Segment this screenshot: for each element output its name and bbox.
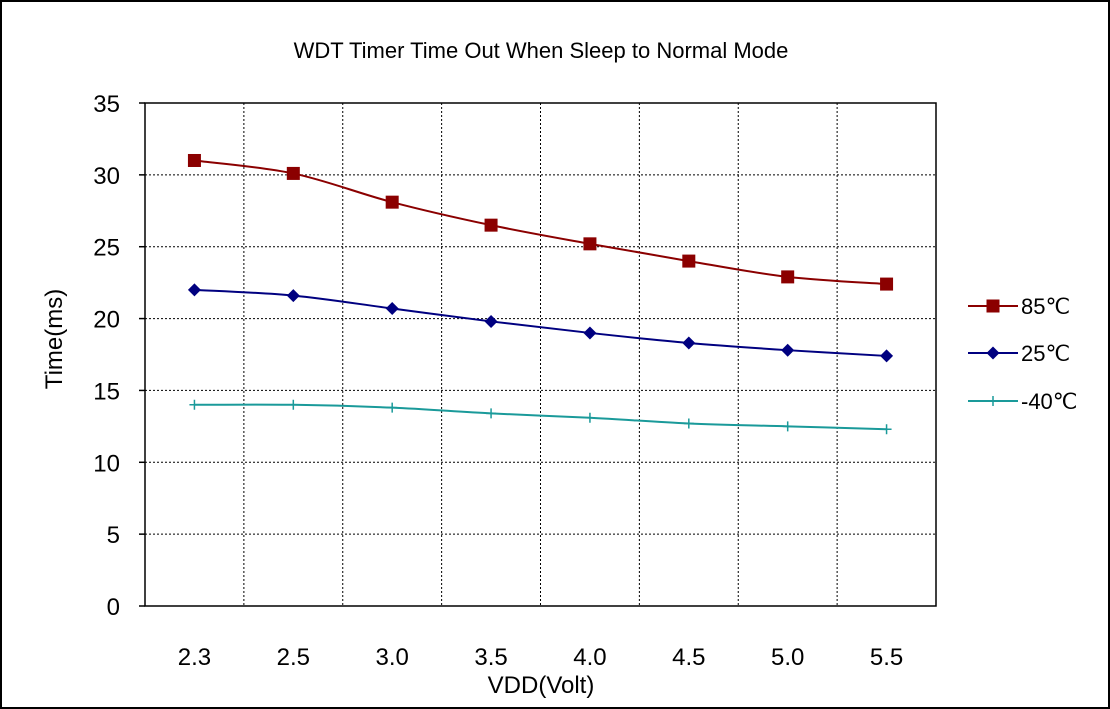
x-tick-labels: 2.3 2.5 3.0 3.5 4.0 4.5 5.0 5.5	[178, 644, 904, 671]
legend-item: 85℃	[968, 294, 1070, 319]
x-tick-label: 3.0	[376, 644, 409, 671]
data-point	[286, 166, 300, 180]
y-tick-label: 15	[93, 378, 120, 405]
data-point	[683, 418, 694, 429]
legend-marker	[986, 346, 1000, 360]
x-tick-label: 3.5	[474, 644, 507, 671]
series-line	[194, 159, 887, 286]
x-tick-label: 5.5	[870, 644, 903, 671]
x-tick-label: 2.3	[178, 644, 211, 671]
data-point	[484, 218, 498, 232]
data-point	[286, 289, 300, 303]
x-axis-label: VDD(Volt)	[488, 672, 595, 699]
plot-area	[144, 102, 937, 607]
legend-item: -40℃	[968, 389, 1078, 414]
x-tick-label: 5.0	[771, 644, 804, 671]
legend-marker	[986, 299, 1000, 313]
y-tick-labels: 0 5 10 15 20 25 30 35	[93, 91, 145, 621]
legend: 85℃ 25℃ -40℃	[968, 294, 1078, 414]
x-tick-label: 4.5	[672, 644, 705, 671]
y-tick-label: 20	[93, 307, 120, 334]
y-axis-label: Time(ms)	[41, 289, 68, 389]
legend-label: 25℃	[1021, 341, 1070, 366]
data-point	[682, 336, 696, 350]
data-point	[781, 343, 795, 357]
legend-item: 25℃	[968, 341, 1070, 366]
series-0	[187, 153, 894, 291]
data-point	[187, 153, 201, 167]
legend-marker	[988, 396, 998, 406]
data-point	[584, 412, 595, 423]
data-point	[387, 402, 398, 413]
chart-title: WDT Timer Time Out When Sleep to Normal …	[294, 38, 789, 63]
y-tick-label: 0	[107, 594, 120, 621]
y-tick-label: 5	[107, 522, 120, 549]
data-point	[880, 277, 894, 291]
series-1	[187, 283, 894, 363]
series-layer	[187, 153, 894, 435]
y-tick-label: 35	[93, 91, 120, 118]
data-point	[486, 408, 497, 419]
data-point	[288, 399, 299, 410]
y-tick-label: 25	[93, 235, 120, 262]
data-point	[881, 424, 892, 435]
y-tick-label: 10	[93, 450, 120, 477]
data-point	[781, 270, 795, 284]
data-point	[583, 326, 597, 340]
data-point	[385, 195, 399, 209]
legend-label: -40℃	[1021, 389, 1078, 414]
y-tick-label: 30	[93, 163, 120, 190]
data-point	[484, 314, 498, 328]
series-line	[194, 403, 887, 431]
data-point	[583, 237, 597, 251]
data-point	[682, 254, 696, 268]
x-tick-label: 2.5	[277, 644, 310, 671]
data-point	[385, 302, 399, 316]
data-point	[880, 349, 894, 363]
series-2	[189, 399, 892, 435]
series-line	[194, 288, 887, 357]
data-point	[187, 283, 201, 297]
x-tick-label: 4.0	[573, 644, 606, 671]
data-point	[189, 399, 200, 410]
legend-label: 85℃	[1021, 294, 1070, 319]
data-point	[782, 421, 793, 432]
